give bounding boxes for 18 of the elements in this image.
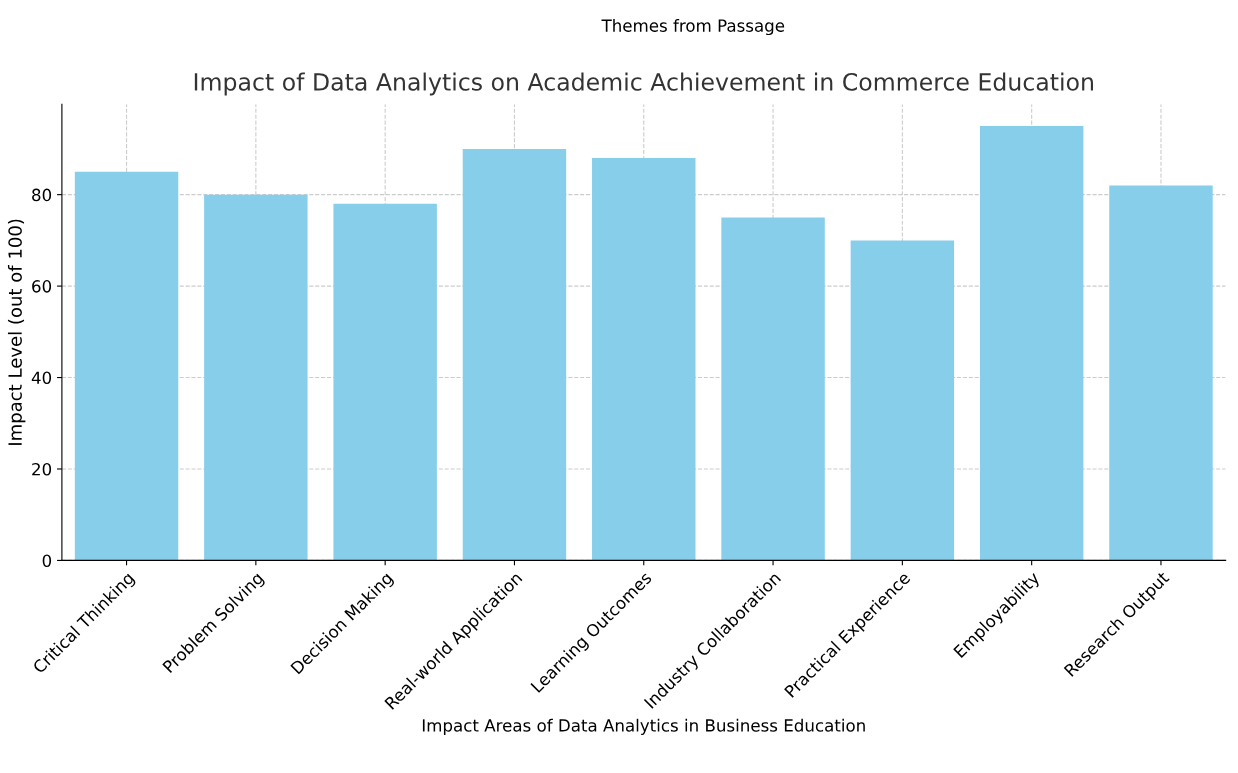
- bar: [721, 217, 825, 561]
- bar: [1109, 185, 1213, 561]
- text: Themes from Passage: [601, 18, 785, 36]
- y-tick-label: 20: [32, 462, 52, 476]
- bar: [74, 171, 179, 561]
- y-tick-label: 40: [31, 371, 52, 385]
- chart-title: Impact of Data Analytics on Academic Achievement in Commerce Education: [194, 72, 1093, 96]
- y-tick-label: 0: [42, 554, 52, 567]
- y-tick-label: 60: [32, 280, 52, 293]
- bar: [592, 158, 696, 561]
- y-axis-title: Impact Level (out of 100): [7, 219, 26, 445]
- x-axis-title: Impact Areas of Data Analytics in Business Education: [422, 718, 865, 735]
- bar: [333, 203, 437, 561]
- bar: [204, 194, 308, 561]
- y-tick-label: 80: [32, 188, 52, 202]
- bar: [462, 148, 567, 561]
- bar: [979, 126, 1084, 561]
- bar: [850, 240, 955, 561]
